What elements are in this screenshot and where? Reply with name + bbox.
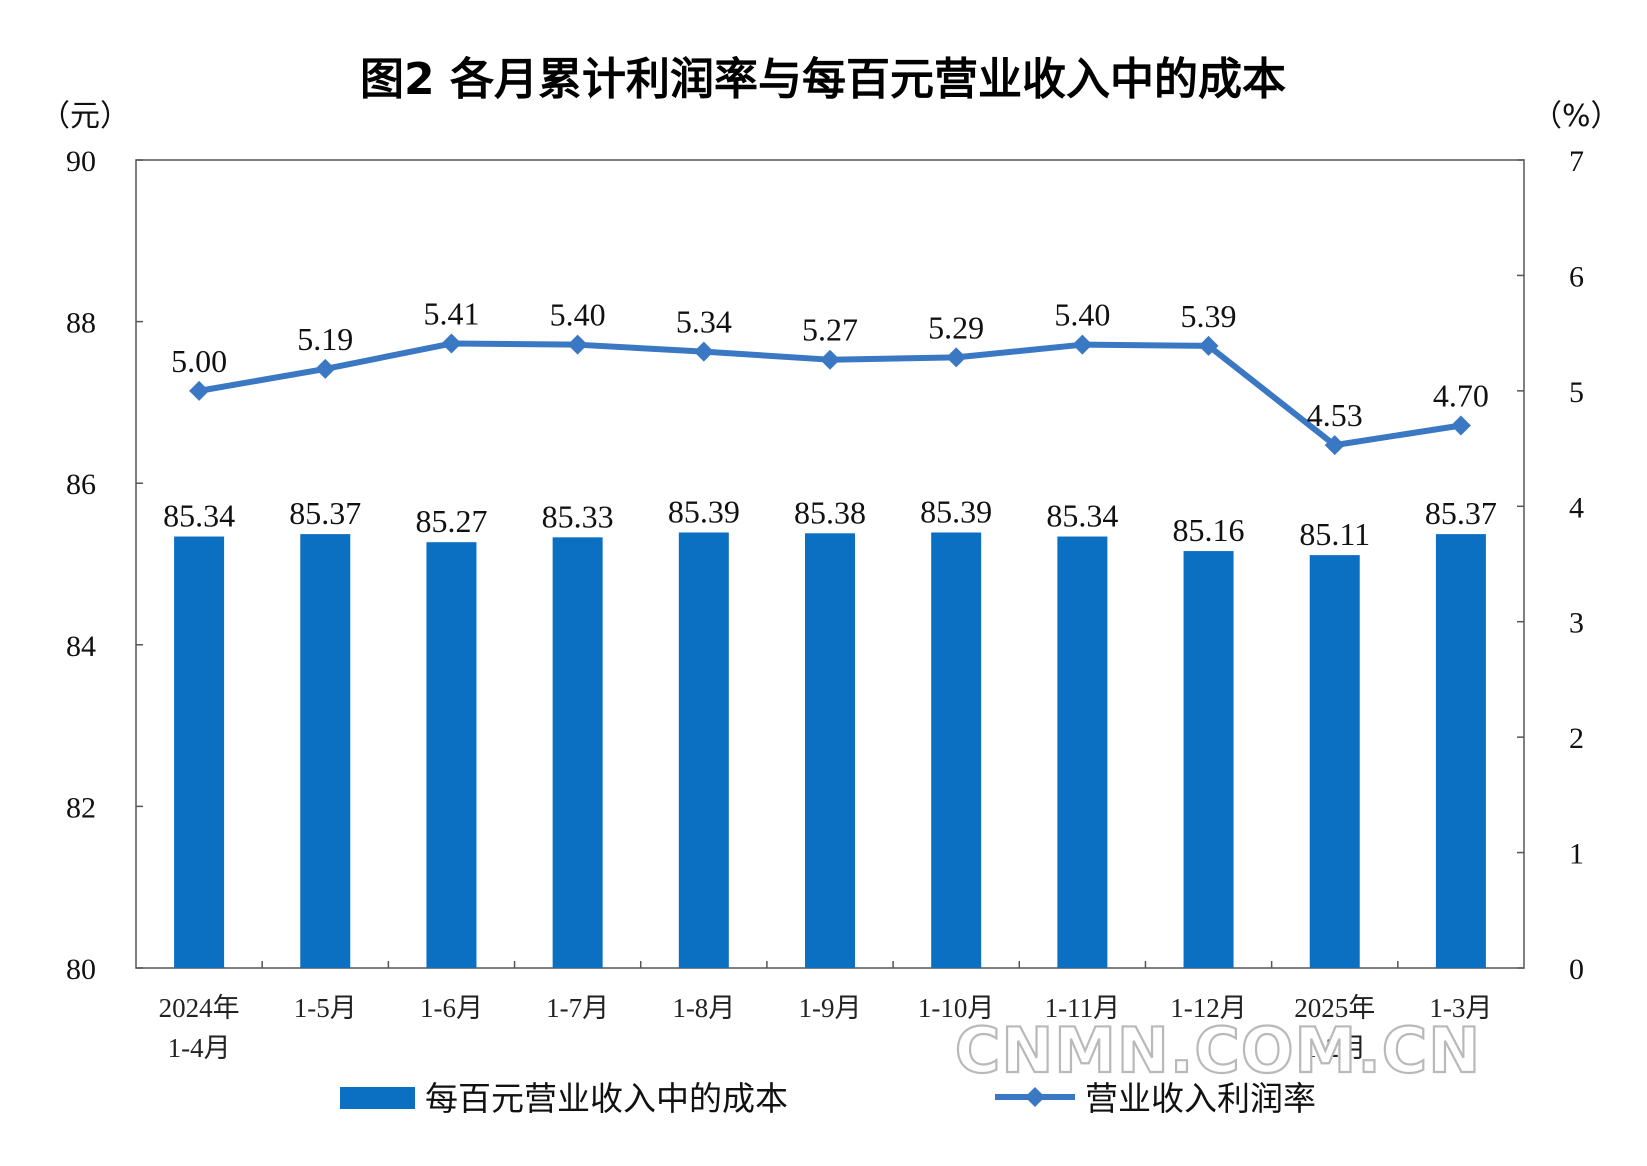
line-data-label: 4.53 bbox=[1307, 397, 1363, 433]
legend-label-profit-rate: 营业收入利润率 bbox=[1085, 1079, 1316, 1118]
bar-data-label: 85.37 bbox=[1425, 495, 1497, 531]
bar-data-label: 85.11 bbox=[1299, 516, 1370, 552]
x-tick-label: 1-10月 bbox=[918, 993, 995, 1023]
line-data-label: 4.70 bbox=[1433, 377, 1489, 413]
bar-data-label: 85.34 bbox=[1046, 498, 1118, 534]
x-tick-label: 1-6月 bbox=[420, 993, 483, 1023]
x-tick-label: 1-12月 bbox=[1170, 993, 1247, 1023]
x-tick-label: 1-8月 bbox=[672, 993, 735, 1023]
bar bbox=[1309, 555, 1360, 968]
line-data-label: 5.27 bbox=[802, 312, 858, 348]
line-data-label: 5.39 bbox=[1181, 298, 1237, 334]
line-marker bbox=[946, 347, 967, 368]
left-axis-unit: （元） bbox=[40, 99, 130, 134]
right-tick-label: 3 bbox=[1569, 607, 1584, 640]
left-tick-label: 90 bbox=[66, 145, 96, 178]
bar bbox=[1435, 534, 1486, 968]
legend: 每百元营业收入中的成本 营业收入利润率 bbox=[340, 1079, 1316, 1118]
x-tick-label: 1-7月 bbox=[546, 993, 609, 1023]
line-data-label: 5.00 bbox=[171, 343, 227, 379]
right-tick-label: 7 bbox=[1569, 145, 1584, 178]
chart-title: 图2 各月累计利润率与每百元营业收入中的成本 bbox=[360, 54, 1286, 105]
bar-data-label: 85.33 bbox=[542, 498, 614, 534]
line-data-label: 5.19 bbox=[297, 321, 353, 357]
bar-data-label: 85.27 bbox=[415, 503, 487, 539]
left-tick-label: 86 bbox=[66, 468, 96, 501]
right-tick-label: 6 bbox=[1569, 260, 1584, 293]
line-marker bbox=[315, 358, 336, 379]
line-marker bbox=[567, 334, 588, 355]
line-marker bbox=[693, 341, 714, 362]
x-tick-label: 1-5月 bbox=[294, 993, 357, 1023]
right-axis: 0 1 2 3 4 5 6 7 bbox=[1517, 145, 1584, 986]
x-tick-label: 1-4月 bbox=[168, 1033, 231, 1063]
legend-label-cost: 每百元营业收入中的成本 bbox=[425, 1079, 788, 1118]
right-tick-label: 0 bbox=[1569, 953, 1584, 986]
right-tick-label: 1 bbox=[1569, 838, 1584, 871]
line-data-label: 5.40 bbox=[550, 297, 606, 333]
right-tick-label: 2 bbox=[1569, 722, 1584, 755]
x-axis: 2024年 1-4月 1-5月 1-6月 1-7月 1-8月 1-9月 1-10月 1-11月 1… bbox=[159, 961, 1492, 1063]
line-marker bbox=[1072, 334, 1093, 355]
bar-series-cost bbox=[174, 532, 1486, 968]
line-marker bbox=[1324, 435, 1345, 456]
bar bbox=[1057, 536, 1108, 968]
bar-data-label: 85.39 bbox=[668, 493, 740, 529]
right-axis-unit: （%） bbox=[1532, 99, 1621, 134]
bar bbox=[426, 542, 477, 968]
bar bbox=[678, 532, 729, 968]
line-marker bbox=[1450, 415, 1471, 436]
bar bbox=[300, 534, 351, 968]
bar-data-labels: 85.34 85.37 85.27 85.33 85.39 85.38 85.39 85.34… bbox=[163, 493, 1497, 552]
left-tick-label: 82 bbox=[66, 791, 96, 824]
line-marker bbox=[189, 380, 210, 401]
line-data-label: 5.40 bbox=[1054, 297, 1110, 333]
bar bbox=[552, 537, 603, 968]
left-tick-label: 88 bbox=[66, 307, 96, 340]
bar-data-label: 85.38 bbox=[794, 494, 866, 530]
bar-data-label: 85.34 bbox=[163, 498, 235, 534]
legend-swatch-bar bbox=[340, 1087, 415, 1109]
bar-data-label: 85.39 bbox=[920, 493, 992, 529]
line-data-label: 5.41 bbox=[423, 296, 479, 332]
line-marker bbox=[441, 333, 462, 354]
bar bbox=[174, 536, 225, 968]
line-data-label: 5.34 bbox=[676, 304, 732, 340]
x-tick-label: 2025年 bbox=[1294, 993, 1375, 1023]
bar bbox=[805, 533, 855, 968]
x-tick-label: 1-11月 bbox=[1045, 993, 1121, 1023]
x-tick-label: 1-3月 bbox=[1429, 993, 1492, 1023]
right-tick-label: 5 bbox=[1569, 376, 1584, 409]
bar bbox=[931, 532, 982, 968]
line-data-label: 5.29 bbox=[928, 309, 984, 345]
x-tick-label: 1-2月 bbox=[1303, 1033, 1366, 1063]
x-tick-label: 2024年 bbox=[159, 993, 240, 1023]
bar-data-label: 85.37 bbox=[289, 495, 361, 531]
right-tick-label: 4 bbox=[1569, 491, 1584, 524]
watermark: CNMN.COM.CN bbox=[955, 1014, 1481, 1087]
line-series-profit-rate bbox=[189, 333, 1471, 456]
left-axis: 80 82 84 86 88 90 bbox=[66, 145, 143, 986]
line-data-labels: 5.00 5.19 5.41 5.40 5.34 5.27 5.29 5.40 5.39 4.53… bbox=[171, 296, 1489, 434]
legend-swatch-marker bbox=[1025, 1087, 1045, 1107]
x-tick-label: 1-9月 bbox=[799, 993, 862, 1023]
line-marker bbox=[820, 349, 840, 370]
bar-data-label: 85.16 bbox=[1173, 512, 1245, 548]
bar bbox=[1183, 551, 1234, 968]
line-marker bbox=[1198, 335, 1219, 356]
left-tick-label: 80 bbox=[66, 953, 96, 986]
left-tick-label: 84 bbox=[66, 630, 96, 663]
